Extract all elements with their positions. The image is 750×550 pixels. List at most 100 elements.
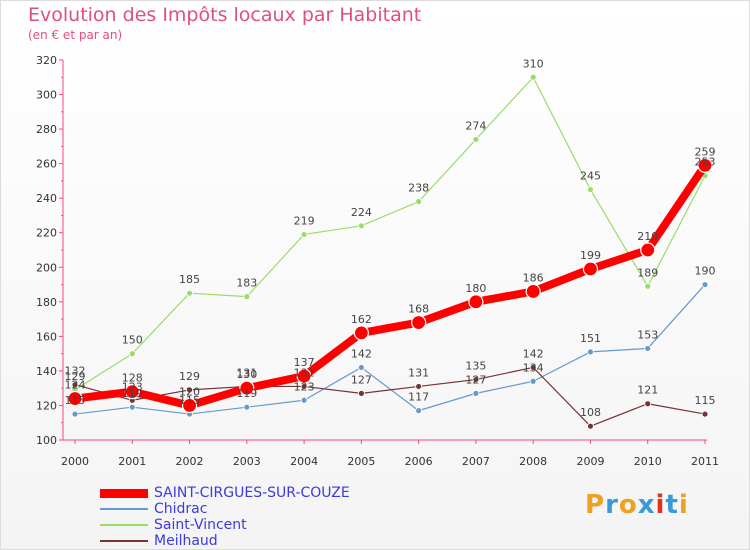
data-label: 129 — [179, 370, 200, 383]
legend-label: Chidrac — [154, 501, 208, 517]
data-point — [582, 261, 599, 277]
data-label: 186 — [523, 271, 544, 284]
data-point — [644, 345, 652, 352]
x-tick-label: 2005 — [347, 455, 375, 468]
data-point — [587, 348, 594, 356]
series-line-2 — [74, 76, 706, 391]
data-label: 153 — [637, 328, 658, 341]
x-tick-label: 2008 — [519, 455, 547, 468]
data-label: 210 — [637, 230, 658, 243]
data-point — [181, 397, 198, 414]
data-point — [243, 293, 251, 301]
data-label: 124 — [65, 379, 86, 392]
data-point — [353, 325, 369, 341]
data-point — [415, 407, 423, 415]
data-point — [587, 186, 594, 193]
data-point — [640, 242, 656, 258]
data-point — [71, 381, 79, 389]
data-point — [701, 281, 709, 288]
data-point — [300, 396, 308, 404]
series-line-1 — [74, 283, 706, 415]
data-label: 238 — [408, 182, 429, 195]
legend-label: Saint-Vincent — [154, 517, 247, 533]
x-tick-label: 2001 — [118, 455, 146, 468]
data-label: 108 — [580, 406, 601, 419]
data-point — [71, 410, 79, 418]
y-tick-label: 180 — [36, 296, 57, 309]
y-tick-label: 240 — [36, 192, 57, 205]
data-label: 130 — [236, 368, 257, 381]
data-point — [186, 386, 193, 394]
data-point — [697, 157, 713, 173]
data-label: 121 — [637, 384, 658, 397]
data-point — [128, 403, 136, 411]
data-label: 119 — [122, 387, 143, 400]
data-point — [128, 350, 136, 358]
data-label: 142 — [351, 347, 372, 360]
data-label: 162 — [351, 313, 372, 326]
y-tick-label: 200 — [36, 261, 57, 274]
data-point — [472, 376, 480, 383]
y-tick-label: 280 — [36, 123, 57, 136]
data-point — [239, 380, 255, 396]
data-point — [644, 282, 652, 290]
x-tick-label: 2002 — [176, 455, 204, 468]
data-label: 310 — [523, 57, 544, 70]
logo-letter: P — [585, 490, 606, 520]
data-label: 190 — [695, 265, 716, 278]
x-tick-label: 2000 — [61, 455, 89, 468]
data-label: 180 — [465, 282, 486, 295]
logo-letter: i — [678, 490, 689, 520]
x-tick-label: 2007 — [462, 455, 490, 468]
data-label: 137 — [294, 356, 315, 369]
y-tick-label: 260 — [36, 158, 57, 171]
data-point — [357, 389, 365, 397]
data-point — [529, 377, 537, 385]
data-point — [67, 390, 83, 407]
y-tick-label: 160 — [36, 330, 57, 343]
data-label: 123 — [122, 380, 143, 393]
proxiti-logo: Proxiti — [585, 490, 689, 520]
data-label: 129 — [65, 370, 86, 383]
legend-swatch — [100, 488, 148, 498]
data-point — [411, 314, 427, 331]
data-point — [525, 283, 541, 300]
data-label: 142 — [523, 347, 544, 360]
legend-label: SAINT-CIRGUES-SUR-COUZE — [154, 485, 350, 501]
x-tick-label: 2011 — [691, 455, 719, 468]
series-line-0 — [71, 161, 709, 410]
legend-item: SAINT-CIRGUES-SUR-COUZE — [100, 485, 350, 501]
y-tick-label: 300 — [36, 89, 57, 102]
data-label: 120 — [179, 385, 200, 398]
chart-subtitle: (en € et par an) — [28, 28, 123, 42]
data-label: 245 — [580, 170, 601, 183]
data-label: 189 — [637, 266, 658, 279]
data-point — [468, 294, 484, 310]
series-line-3 — [74, 366, 706, 427]
legend-label: Meilhaud — [154, 533, 218, 549]
data-label: 274 — [465, 119, 486, 132]
data-label: 117 — [408, 391, 429, 404]
logo-letter: i — [655, 490, 666, 520]
logo-letter: o — [618, 490, 638, 520]
data-label: 259 — [695, 145, 716, 158]
x-tick-label: 2004 — [290, 455, 318, 468]
data-label: 128 — [122, 372, 143, 385]
legend-item: Meilhaud — [100, 533, 350, 549]
data-point — [644, 400, 652, 408]
data-point — [124, 384, 140, 400]
data-point — [529, 364, 537, 371]
data-point — [472, 389, 480, 397]
data-point — [472, 136, 480, 143]
y-tick-label: 100 — [36, 434, 57, 447]
data-point — [296, 368, 312, 384]
data-label: 132 — [65, 365, 86, 378]
data-point — [243, 403, 251, 411]
x-tick-label: 2003 — [233, 455, 261, 468]
data-label: 119 — [236, 387, 257, 400]
data-point — [415, 383, 423, 390]
data-label: 131 — [408, 366, 429, 379]
data-point — [186, 289, 193, 297]
